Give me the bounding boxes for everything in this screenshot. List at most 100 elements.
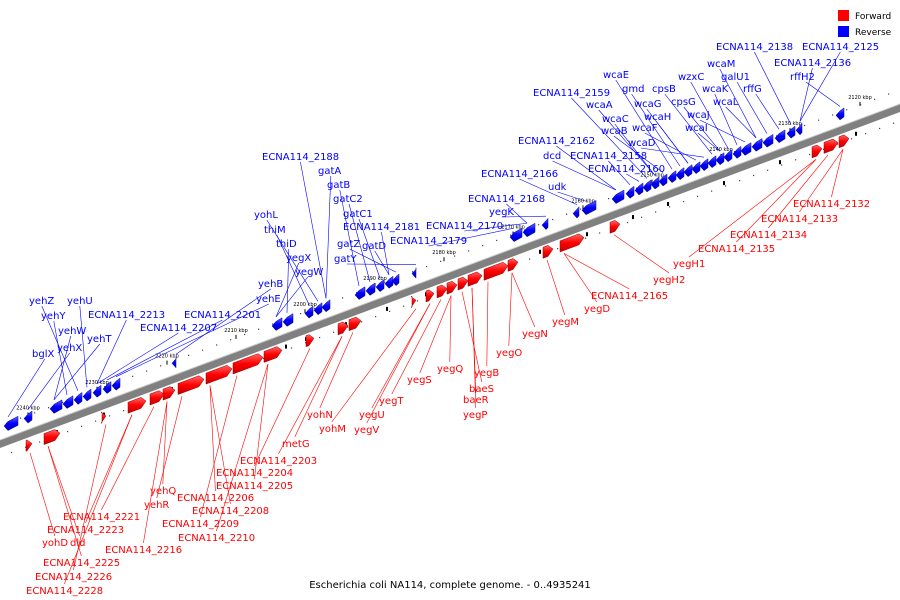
minor-tick	[865, 133, 867, 135]
reverse-leader-line	[571, 97, 648, 179]
reverse-gene-arrow	[691, 161, 701, 174]
minor-tick	[202, 349, 204, 351]
forward-leader-line	[768, 154, 829, 229]
forward-gene-label: ECNA114_2228	[26, 586, 103, 597]
reverse-gene-label: udk	[548, 182, 567, 193]
minor-tick	[557, 248, 559, 250]
forward-gene-label: ECNA114_2135	[698, 244, 775, 255]
minor-tick	[510, 234, 512, 236]
reverse-leader-line	[346, 263, 417, 265]
reverse-leader-line	[799, 67, 813, 122]
reverse-gene-arrow	[611, 189, 625, 204]
forward-gene-label: baeS	[469, 384, 494, 395]
reverse-gene-arrow	[699, 158, 709, 172]
reverse-gene-arrow	[751, 138, 763, 152]
forward-gene-label: ECNA114_2133	[761, 214, 838, 225]
forward-gene-arrow	[337, 321, 349, 336]
reverse-gene-label: ECNA114_2136	[774, 58, 851, 69]
reverse-gene-label: yehZ	[29, 296, 54, 307]
forward-gene-arrow	[446, 280, 458, 295]
minor-tick	[244, 333, 246, 336]
minor-tick	[67, 430, 69, 433]
forward-gene-label: baeR	[463, 395, 489, 406]
feature-marker	[779, 160, 781, 165]
reverse-leader-line	[683, 106, 721, 152]
reverse-gene-label: gatY	[334, 254, 357, 265]
forward-leader-line	[47, 445, 80, 537]
forward-gene-arrow	[483, 261, 509, 281]
reverse-leader-line	[799, 51, 841, 122]
minor-tick	[347, 326, 349, 328]
reverse-gene-arrow	[683, 164, 693, 177]
feature-marker	[285, 344, 287, 349]
minor-tick	[11, 451, 13, 454]
reverse-gene-arrow	[62, 395, 74, 409]
minor-tick	[739, 180, 741, 182]
minor-tick	[879, 127, 881, 130]
minor-tick	[655, 211, 657, 213]
reverse-leader-line	[96, 332, 179, 385]
reverse-leader-line	[106, 319, 223, 381]
reverse-gene-arrow	[304, 305, 314, 319]
reverse-gene-label: thiM	[264, 225, 286, 236]
reverse-leader-line	[719, 68, 757, 138]
minor-tick	[109, 415, 111, 417]
minor-tick	[823, 148, 825, 150]
minor-tick	[403, 305, 405, 307]
reverse-gene-label: yehE	[256, 294, 281, 305]
minor-tick	[272, 323, 274, 325]
reverse-gene-arrow	[3, 415, 19, 431]
forward-gene-arrow	[507, 258, 519, 272]
forward-gene-label: yegP	[463, 410, 487, 421]
forward-gene-arrow	[436, 284, 448, 299]
reverse-gene-label: wcaJ	[687, 110, 710, 121]
minor-tick	[846, 109, 848, 111]
minor-tick	[468, 250, 470, 252]
minor-tick	[762, 140, 764, 142]
reverse-leader-line	[754, 51, 792, 125]
reverse-gene-label: ECNA114_2125	[802, 42, 879, 53]
forward-gene-label: dld	[70, 538, 85, 549]
minor-tick	[146, 370, 148, 372]
tick-label: 2190 kbp	[363, 276, 387, 282]
reverse-leader-line	[613, 135, 664, 173]
forward-leader-line	[461, 291, 483, 383]
forward-leader-line	[29, 452, 56, 537]
reverse-gene-arrow	[391, 273, 400, 287]
forward-gene-label: yegN	[522, 329, 548, 340]
minor-tick	[305, 342, 307, 344]
reverse-gene-label: wcaD	[628, 138, 656, 149]
minor-tick	[734, 150, 736, 153]
reverse-gene-arrow	[774, 129, 786, 143]
reverse-leader-line	[381, 231, 390, 275]
forward-gene-label: yegO	[496, 348, 522, 359]
forward-gene-label: yegH2	[653, 275, 685, 286]
reverse-gene-arrow	[732, 145, 742, 159]
reverse-gene-arrow	[715, 152, 725, 166]
forward-leader-line	[143, 401, 168, 544]
minor-tick	[95, 420, 97, 422]
reverse-gene-label: gatZ	[337, 239, 360, 250]
reverse-gene-label: wcaI	[685, 123, 708, 134]
reverse-gene-arrow	[271, 317, 283, 331]
forward-gene-arrow	[162, 386, 176, 401]
reverse-gene-label: gmd	[622, 84, 644, 95]
forward-gene-arrow	[25, 439, 33, 452]
reverse-leader-line	[79, 305, 88, 388]
reverse-gene-label: yehB	[258, 279, 283, 290]
reverse-gene-arrow	[675, 167, 685, 180]
minor-tick	[566, 213, 568, 215]
tick-label: 2210 kbp	[224, 328, 248, 334]
reverse-gene-label: galU1	[721, 72, 750, 83]
minor-tick	[160, 365, 162, 367]
feature-marker	[723, 181, 725, 186]
minor-tick	[314, 307, 316, 309]
reverse-gene-label: rffG	[743, 84, 762, 95]
minor-tick	[599, 232, 601, 234]
forward-gene-arrow	[232, 353, 264, 375]
reverse-gene-arrow	[658, 173, 668, 187]
minor-tick	[641, 216, 643, 218]
forward-leader-line	[278, 336, 343, 455]
minor-tick	[804, 124, 806, 127]
